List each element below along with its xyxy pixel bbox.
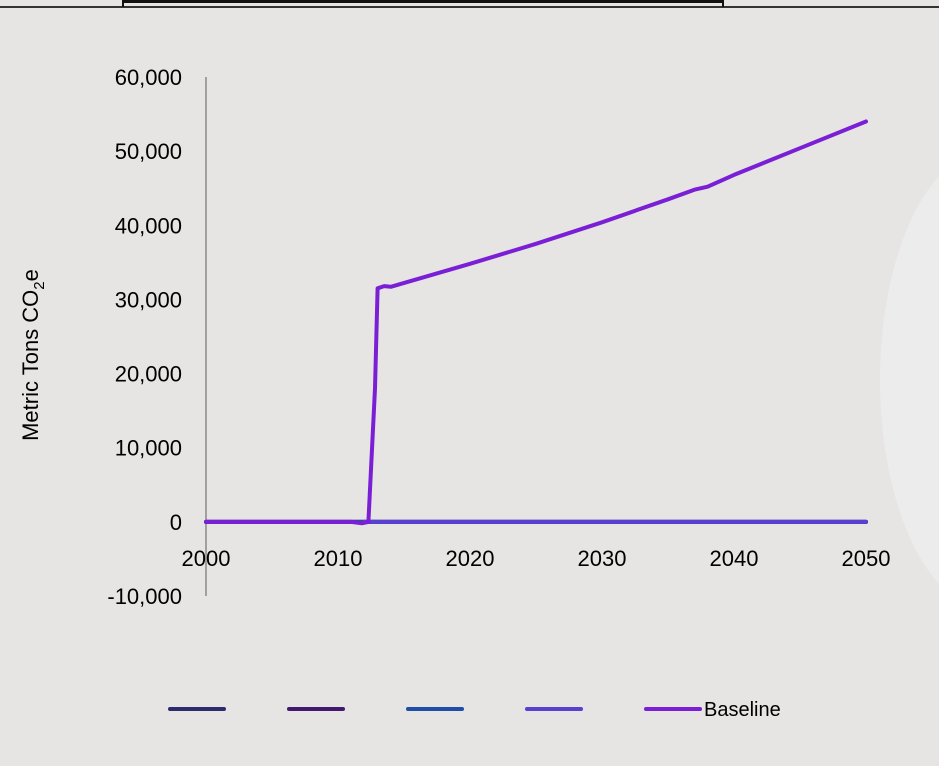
x-tick-label: 2050 — [842, 546, 891, 571]
y-axis-title-suffix: e — [18, 269, 43, 281]
x-tick-label: 2010 — [314, 546, 363, 571]
y-tick-label: 0 — [170, 510, 182, 535]
y-tick-label: 20,000 — [115, 362, 182, 387]
axes: 60,000 50,000 40,000 30,000 20,000 10,000 0 -10… — [107, 65, 890, 609]
y-tick-label: 60,000 — [115, 65, 182, 90]
x-tick-label: 2000 — [182, 546, 231, 571]
series-line — [204, 119, 868, 526]
legend: Baseline — [168, 699, 781, 721]
y-axis-title-subscript: 2 — [31, 281, 48, 289]
y-axis-title-main: Metric Tons CO — [18, 290, 43, 441]
y-tick-label: 50,000 — [115, 139, 182, 164]
x-tick-label: 2020 — [446, 546, 495, 571]
x-tick-label: 2030 — [578, 546, 627, 571]
x-tick-label: 2040 — [710, 546, 759, 571]
y-axis-title: Metric Tons CO2e — [18, 269, 48, 441]
y-tick-label: 40,000 — [115, 213, 182, 238]
y-tick-label: -10,000 — [107, 584, 182, 609]
legend-label: Baseline — [704, 699, 781, 721]
y-tick-label: 10,000 — [115, 436, 182, 461]
background-glow — [880, 176, 939, 584]
y-tick-label: 30,000 — [115, 287, 182, 312]
series-lines — [204, 119, 868, 526]
